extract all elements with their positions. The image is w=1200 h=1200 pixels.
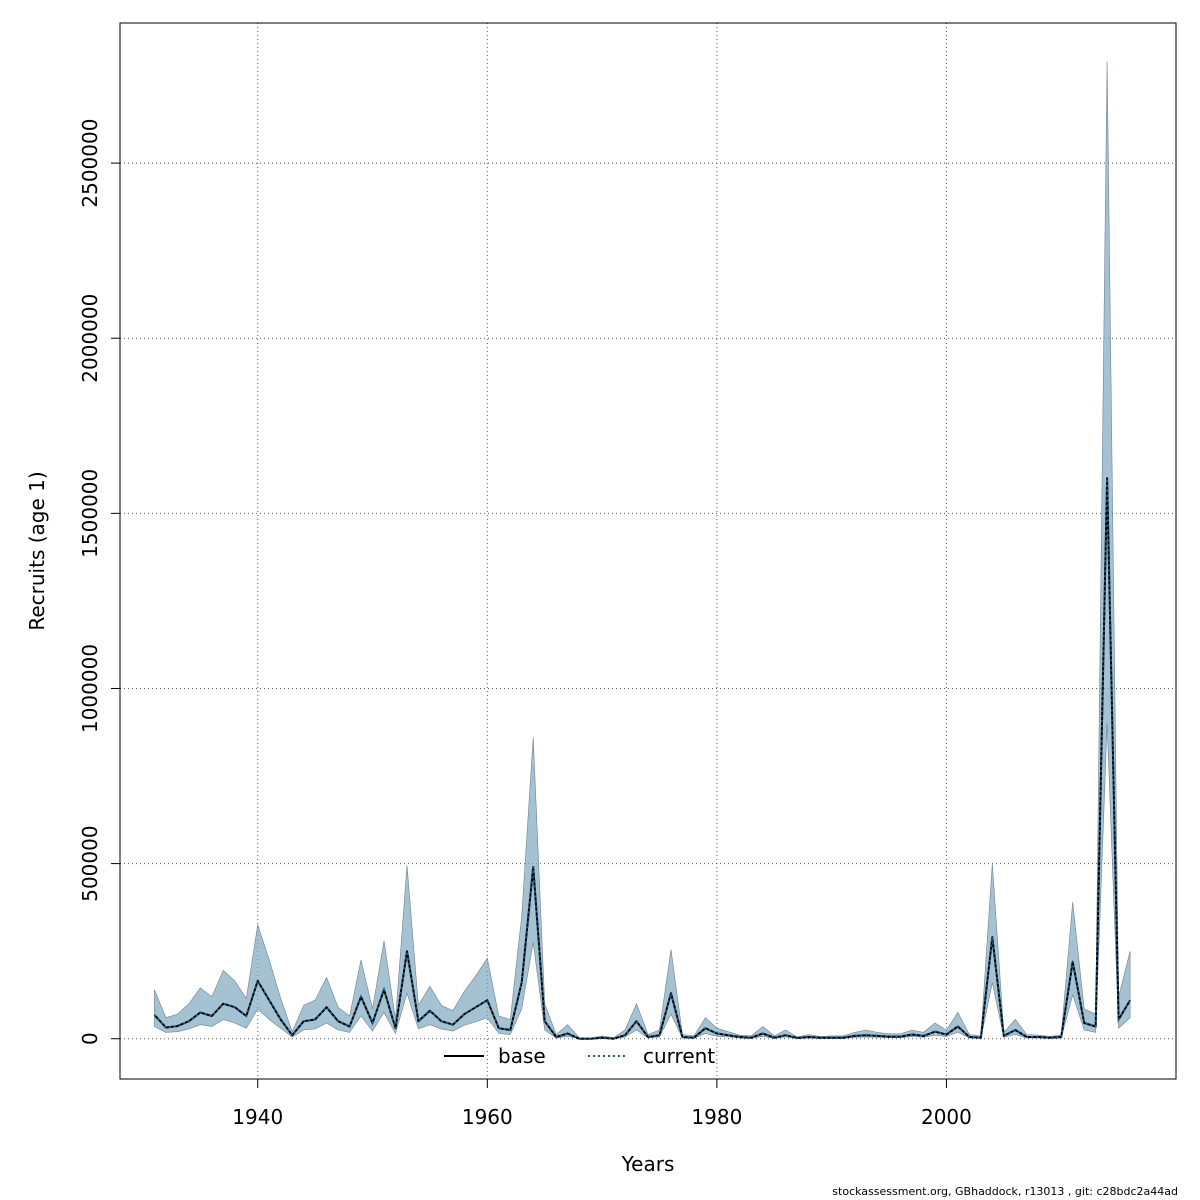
- x-tick-label: 1940: [232, 1105, 283, 1129]
- y-tick-label: 1500000: [78, 469, 102, 558]
- series-line-base: [153, 477, 1131, 1040]
- y-axis: 0 500000 1000000 1500000 2000000 2500000: [78, 119, 120, 1045]
- y-tick-label: 1000000: [78, 644, 102, 733]
- y-tick-label: 0: [78, 1032, 102, 1045]
- y-axis-title: Recruits (age 1): [25, 471, 49, 630]
- footer-credit: stockassessment.org, GBhaddock, r13013 ,…: [832, 1185, 1178, 1198]
- series-line-current: [153, 478, 1131, 1040]
- x-tick-label: 1960: [462, 1105, 513, 1129]
- y-tick-label: 2500000: [78, 119, 102, 208]
- x-tick-label: 2000: [921, 1105, 972, 1129]
- x-axis: 1940 1960 1980 2000: [232, 1079, 972, 1129]
- x-tick-label: 1980: [691, 1105, 742, 1129]
- legend-label-current: current: [643, 1044, 715, 1068]
- plot-frame: [119, 22, 1177, 1080]
- legend: base current: [444, 1044, 715, 1068]
- y-tick-label: 500000: [78, 825, 102, 901]
- x-axis-title: Years: [621, 1152, 675, 1176]
- confidence-band: [154, 61, 1131, 1040]
- grid-lines: [120, 23, 1176, 1079]
- legend-label-base: base: [498, 1044, 546, 1068]
- y-tick-label: 2000000: [78, 294, 102, 383]
